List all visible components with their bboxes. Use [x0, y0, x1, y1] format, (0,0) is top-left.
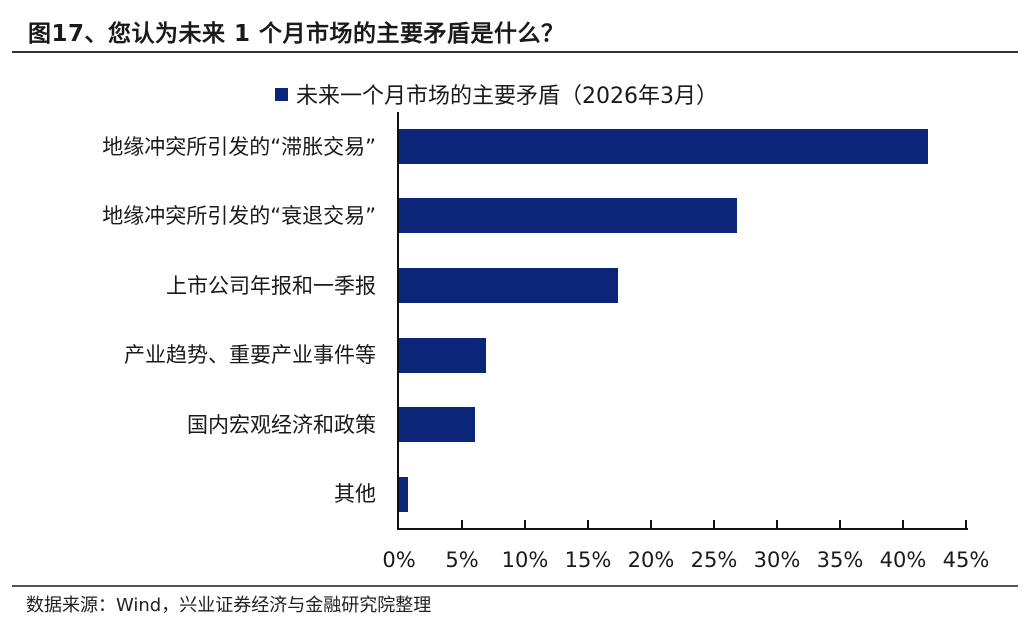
- x-tick: [776, 520, 778, 529]
- bar: [399, 129, 929, 164]
- x-tick-label: 5%: [445, 548, 479, 572]
- chart-title: 图17、您认为未来 1 个月市场的主要矛盾是什么？: [28, 21, 565, 47]
- bar: [399, 198, 737, 233]
- x-tick-label: 40%: [879, 548, 927, 572]
- x-tick-label: 45%: [942, 548, 990, 572]
- x-tick: [587, 520, 589, 529]
- y-axis-line: [397, 112, 399, 529]
- category-label: 产业趋势、重要产业事件等: [124, 343, 376, 367]
- category-label: 国内宏观经济和政策: [187, 413, 376, 437]
- legend-swatch: [275, 87, 288, 101]
- x-tick: [839, 520, 841, 529]
- x-tick-label: 20%: [627, 548, 675, 572]
- x-tick-label: 10%: [501, 548, 549, 572]
- category-label: 其他: [334, 482, 376, 506]
- x-tick: [524, 520, 526, 529]
- bar: [399, 477, 408, 512]
- x-axis-line: [397, 528, 968, 530]
- category-label: 上市公司年报和一季报: [166, 274, 376, 298]
- bar: [399, 268, 619, 303]
- x-tick-label: 15%: [564, 548, 612, 572]
- x-tick-label: 25%: [690, 548, 738, 572]
- x-tick-label: 0%: [382, 548, 416, 572]
- x-tick: [902, 520, 904, 529]
- legend: 未来一个月市场的主要矛盾（2026年3月）: [275, 78, 718, 110]
- bar: [399, 338, 486, 373]
- category-label: 地缘冲突所引发的“衰退交易”: [102, 204, 376, 228]
- x-tick: [965, 520, 967, 529]
- bottom-rule: [12, 585, 1018, 587]
- category-label: 地缘冲突所引发的“滞胀交易”: [102, 135, 376, 159]
- x-tick: [650, 520, 652, 529]
- bar: [399, 407, 475, 442]
- x-tick: [461, 520, 463, 529]
- x-tick-label: 35%: [816, 548, 864, 572]
- top-rule: [12, 51, 1018, 53]
- x-tick: [713, 520, 715, 529]
- legend-label: 未来一个月市场的主要矛盾（2026年3月）: [296, 84, 718, 109]
- x-tick-label: 30%: [753, 548, 801, 572]
- source-note: 数据来源：Wind，兴业证券经济与金融研究院整理: [26, 595, 432, 616]
